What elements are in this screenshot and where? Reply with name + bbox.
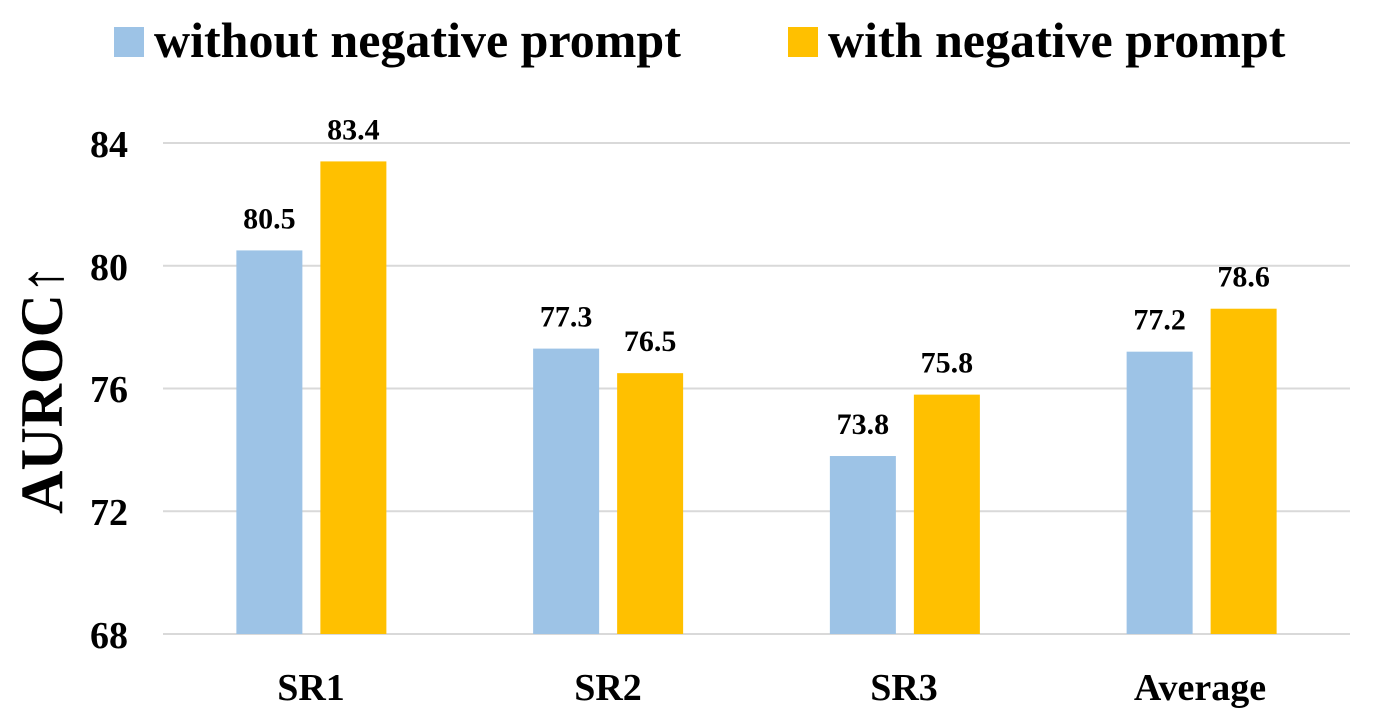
legend-swatch-without-negative-prompt [114, 27, 144, 57]
y-tick-label: 84 [90, 124, 128, 166]
x-category-label: SR1 [277, 667, 345, 709]
value-label: 77.2 [1133, 304, 1186, 337]
legend: without negative prompt with negative pr… [114, 12, 1286, 68]
bar-without-negative-prompt-sr2 [533, 348, 600, 634]
y-axis-ticks: 68 72 76 80 84 [90, 124, 128, 657]
value-label: 77.3 [540, 301, 593, 334]
bar-without-negative-prompt-average [1126, 351, 1193, 634]
legend-label-without-negative-prompt: without negative prompt [154, 12, 681, 68]
value-label: 83.4 [327, 113, 380, 146]
bar-with-negative-prompt-sr2 [617, 373, 684, 634]
value-label: 80.5 [243, 202, 296, 235]
value-label: 76.5 [624, 325, 677, 358]
y-tick-label: 76 [90, 369, 128, 411]
legend-swatch-with-negative-prompt [788, 27, 818, 57]
value-labels: 80.5 77.3 73.8 77.2 83.4 76.5 75.8 78.6 [243, 113, 1270, 441]
bar-with-negative-prompt-sr1 [320, 161, 387, 634]
value-label: 75.8 [921, 347, 974, 380]
x-category-label: SR2 [574, 667, 642, 709]
bar-with-negative-prompt-sr3 [913, 394, 980, 634]
legend-label-with-negative-prompt: with negative prompt [828, 12, 1286, 68]
y-tick-label: 68 [90, 615, 128, 657]
bar-without-negative-prompt-sr1 [236, 250, 303, 634]
x-category-label: SR3 [870, 667, 938, 709]
x-category-label: Average [1134, 667, 1266, 709]
value-label: 73.8 [837, 408, 890, 441]
y-tick-label: 72 [90, 492, 128, 534]
y-tick-label: 80 [90, 247, 128, 289]
bar-without-negative-prompt-sr3 [829, 456, 896, 634]
x-axis-categories: SR1 SR2 SR3 Average [277, 667, 1266, 709]
y-axis-title: AUROC↑ [9, 264, 75, 514]
bars [236, 161, 1277, 634]
bar-with-negative-prompt-average [1210, 308, 1277, 634]
